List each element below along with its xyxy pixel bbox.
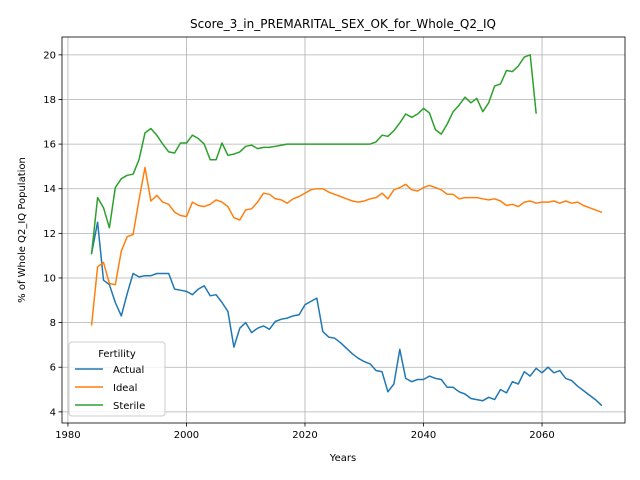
y-tick-label: 6 [50, 363, 56, 374]
x-axis-label: Years [329, 453, 356, 464]
x-tick-label: 2040 [411, 430, 436, 441]
series-line-ideal [90, 166, 603, 326]
x-tick-label: 2000 [174, 430, 199, 441]
legend-label-sterile: Sterile [113, 401, 145, 412]
y-tick-label: 8 [50, 318, 56, 329]
grid [62, 37, 625, 423]
x-tick-label: 2020 [292, 430, 317, 441]
y-axis: 4 6 8 10 12 14 16 18 20 [43, 50, 62, 418]
y-tick-label: 20 [43, 50, 56, 61]
y-tick-label: 4 [50, 407, 56, 418]
y-tick-label: 10 [43, 273, 56, 284]
y-axis-label: % of Whole Q2_IQ Population [17, 157, 28, 303]
legend: Fertility Actual Ideal Sterile [68, 341, 166, 417]
legend-box [68, 341, 166, 417]
y-tick-label: 18 [43, 95, 56, 106]
y-tick-label: 16 [43, 140, 56, 151]
legend-label-ideal: Ideal [113, 383, 137, 394]
y-tick-label: 12 [43, 229, 56, 240]
plot-frame [61, 36, 626, 424]
x-axis: 1980 2000 2020 2040 2060 [55, 423, 555, 441]
legend-label-actual: Actual [113, 365, 144, 376]
y-tick-label: 14 [43, 184, 56, 195]
x-tick-label: 2060 [529, 430, 554, 441]
series-line-sterile [90, 54, 537, 255]
legend-title: Fertility [98, 349, 136, 360]
chart-title: Score_3_in_PREMARITAL_SEX_OK_for_Whole_Q… [190, 17, 496, 31]
x-tick-label: 1980 [55, 430, 80, 441]
series-lines [90, 54, 603, 407]
series-line-actual [90, 221, 603, 407]
